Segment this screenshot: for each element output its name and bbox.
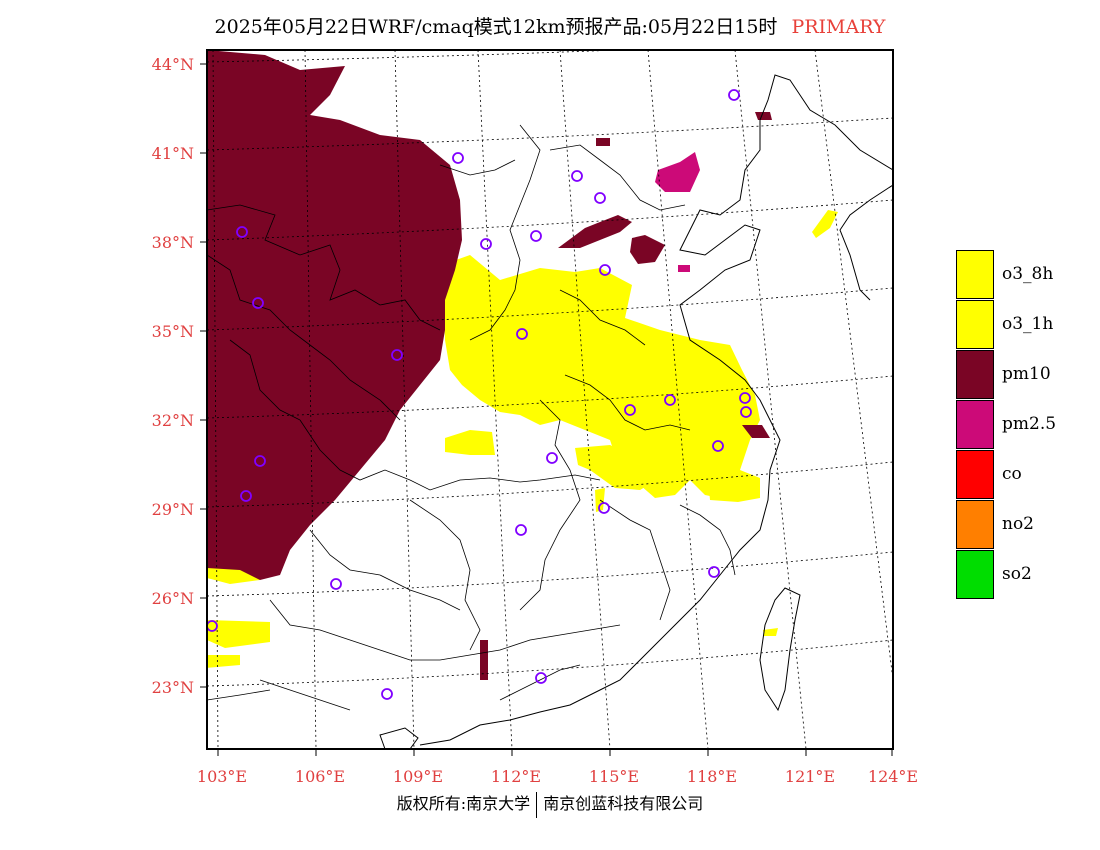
lon-tick-label: 121°E <box>785 767 835 786</box>
o3-region-yunnan <box>207 620 270 648</box>
lat-tick-label: 26°N <box>152 589 194 608</box>
hainan-outline <box>379 727 419 749</box>
legend-label: no2 <box>1002 514 1034 534</box>
graticule <box>207 50 893 749</box>
legend-item-no2: no2 <box>956 499 1096 549</box>
copyright-footer: 版权所有:南京大学 南京创蓝科技有限公司 <box>0 790 1100 818</box>
pm10-region-tianjin <box>630 235 665 264</box>
legend-label: pm2.5 <box>1002 414 1057 434</box>
o3-region-hunan <box>575 445 660 490</box>
legend-swatch <box>956 399 994 449</box>
legend-swatch <box>956 349 994 399</box>
o3-region-shandong-sea <box>812 210 838 238</box>
copyright-right: 南京创蓝科技有限公司 <box>543 794 704 813</box>
o3-region-yunnan-south <box>207 655 240 668</box>
legend-swatch <box>956 499 994 549</box>
legend-item-o3-8h: o3_8h <box>956 249 1096 299</box>
legend-item-co: co <box>956 449 1096 499</box>
korea-coast <box>839 184 893 301</box>
legend-swatch <box>956 299 994 349</box>
legend-swatch <box>956 449 994 499</box>
map-title: 2025年05月22日WRF/cmaq模式12km预报产品:05月22日15时 P… <box>0 12 1100 39</box>
lon-tick-label: 103°E <box>197 767 247 786</box>
footer-separator <box>536 791 538 818</box>
province-boundaries <box>207 124 736 711</box>
copyright-left: 版权所有:南京大学 <box>396 794 531 813</box>
lon-tick-label: 124°E <box>868 767 918 786</box>
taiwan-outline <box>759 587 801 712</box>
pm10-region-hebei <box>558 215 632 248</box>
pm10-region-spot-2 <box>755 112 772 120</box>
lon-tick-label: 106°E <box>295 767 345 786</box>
title-tag: PRIMARY <box>791 16 886 38</box>
lat-tick-label: 38°N <box>152 233 194 252</box>
legend-label: so2 <box>1002 564 1032 584</box>
legend-swatch <box>956 549 994 599</box>
o3-region-hubei <box>445 430 495 455</box>
lat-tick-marks <box>200 63 207 688</box>
legend-label: pm10 <box>1002 364 1051 384</box>
legend-label: o3_1h <box>1002 314 1054 334</box>
lat-tick-label: 44°N <box>152 55 194 74</box>
lat-tick-label: 23°N <box>152 678 194 697</box>
pm25-region-beijing <box>655 152 700 192</box>
legend-item-pm10: pm10 <box>956 349 1096 399</box>
lon-tick-marks <box>217 749 893 756</box>
lat-tick-label: 29°N <box>152 500 194 519</box>
pm10-region-spot-1 <box>596 138 610 146</box>
o3-region-north-china <box>442 255 760 500</box>
lon-tick-label: 109°E <box>393 767 443 786</box>
coastline <box>419 74 893 746</box>
legend: o3_8h o3_1h pm10 pm2.5 co no2 so2 <box>956 249 1096 599</box>
pm10-region-shanghai <box>742 425 770 438</box>
lat-tick-label: 35°N <box>152 322 194 341</box>
lon-tick-label: 118°E <box>687 767 737 786</box>
lat-ticks: 44°N 41°N 38°N 35°N 32°N 29°N 26°N 23°N <box>152 55 194 697</box>
o3-region-taiwan-strait <box>763 628 778 636</box>
lat-tick-label: 32°N <box>152 411 194 430</box>
legend-item-so2: so2 <box>956 549 1096 599</box>
pm25-region-spot <box>678 265 690 272</box>
plot-frame <box>206 49 894 750</box>
legend-swatch <box>956 249 994 299</box>
monitoring-sites <box>207 89 752 700</box>
lon-ticks: 103°E 106°E 109°E 112°E 115°E 118°E 121°… <box>197 767 918 786</box>
legend-label: o3_8h <box>1002 264 1054 284</box>
pm10-region-west <box>207 50 462 580</box>
lat-tick-label: 41°N <box>152 144 194 163</box>
legend-item-o3-1h: o3_1h <box>956 299 1096 349</box>
o3-region-east-coast <box>708 470 760 502</box>
pm10-region-spot-3 <box>480 640 488 680</box>
lon-tick-label: 115°E <box>589 767 639 786</box>
legend-item-pm25: pm2.5 <box>956 399 1096 449</box>
legend-label: co <box>1002 464 1022 484</box>
lon-tick-label: 112°E <box>491 767 541 786</box>
title-text: 2025年05月22日WRF/cmaq模式12km预报产品:05月22日15时 <box>214 16 778 38</box>
